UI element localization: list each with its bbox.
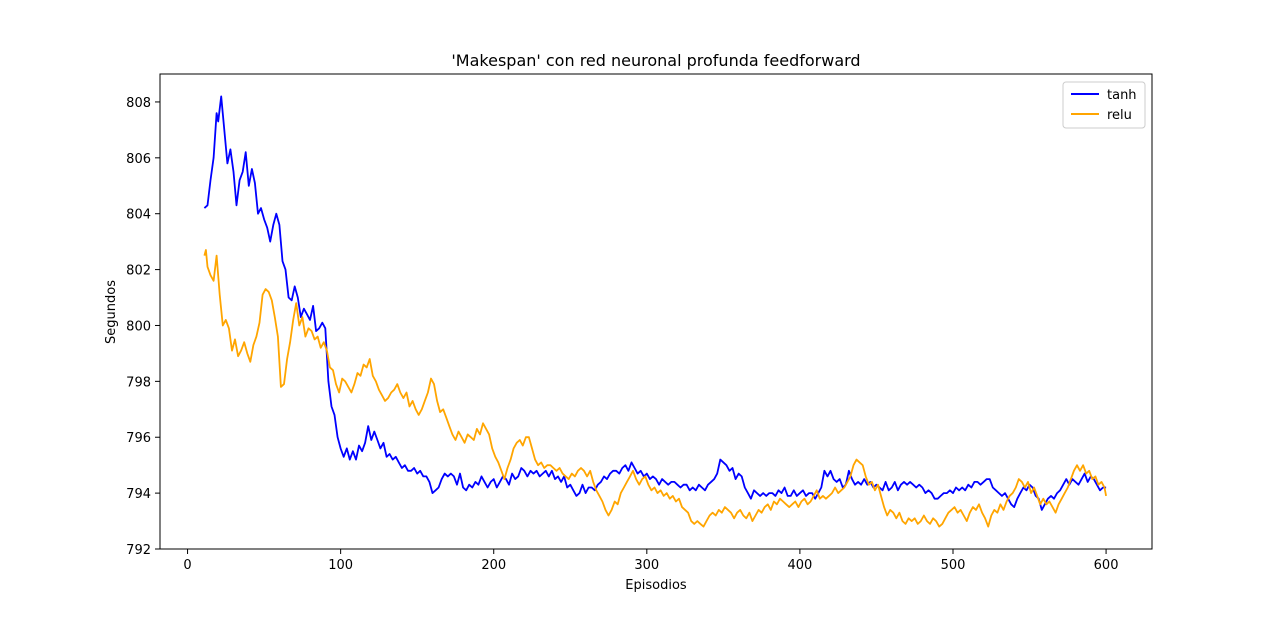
x-tick-label: 0 <box>183 558 191 573</box>
y-tick-label: 792 <box>126 543 151 558</box>
legend-label-relu: relu <box>1107 108 1132 123</box>
y-axis-label: Segundos <box>104 280 119 344</box>
x-axis-ticks: 0 100 200 300 400 500 600 <box>183 549 1118 573</box>
x-tick-label: 100 <box>328 558 353 573</box>
series-line-tanh <box>203 95 1107 511</box>
plot-frame <box>159 73 1153 550</box>
y-tick-label: 806 <box>126 152 151 167</box>
y-tick-label: 794 <box>126 487 151 502</box>
plot-area <box>203 95 1107 528</box>
y-tick-label: 808 <box>126 96 151 111</box>
y-tick-label: 802 <box>126 264 151 279</box>
y-tick-label: 796 <box>126 431 151 446</box>
series-line-relu <box>203 249 1107 528</box>
x-tick-label: 600 <box>1094 558 1119 573</box>
y-tick-label: 798 <box>126 375 151 390</box>
x-tick-label: 300 <box>634 558 659 573</box>
y-axis-ticks: 792 794 796 798 800 802 804 806 808 <box>126 96 160 558</box>
x-tick-label: 400 <box>787 558 812 573</box>
y-tick-label: 804 <box>126 208 151 223</box>
legend-label-tanh: tanh <box>1107 88 1137 103</box>
y-tick-label: 800 <box>126 319 151 334</box>
x-axis-label: Episodios <box>625 578 687 593</box>
chart-title: 'Makespan' con red neuronal profunda fee… <box>451 51 860 70</box>
x-tick-label: 500 <box>941 558 966 573</box>
x-tick-label: 200 <box>481 558 506 573</box>
legend: tanh relu <box>1062 81 1146 129</box>
